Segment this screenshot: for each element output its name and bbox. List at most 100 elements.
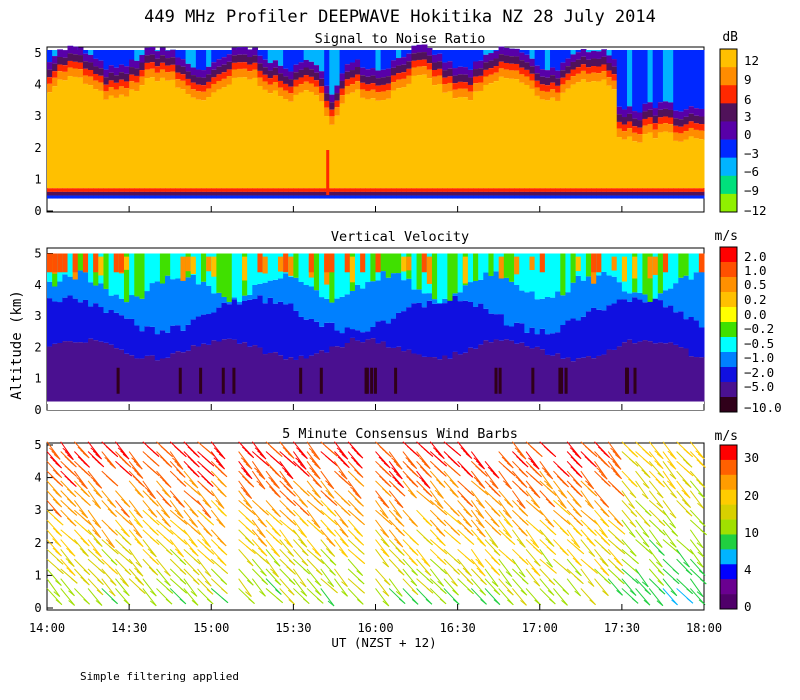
snr-cell <box>452 195 459 199</box>
snr-cell <box>57 188 63 192</box>
velocity-cell <box>693 357 700 402</box>
snr-cell <box>257 86 264 189</box>
velocity-cell <box>154 281 161 335</box>
wind-barb-flag <box>465 453 473 459</box>
velocity-cell <box>298 316 305 356</box>
snr-cell <box>678 191 684 196</box>
wind-barb-flag <box>700 529 707 536</box>
snr-cell <box>313 65 320 73</box>
wind-barb-flag <box>698 492 705 499</box>
wind-barb-flag <box>92 529 99 536</box>
wind-barb-flag <box>395 590 403 597</box>
velocity-cell <box>673 283 679 313</box>
wind-barb-flag <box>398 598 406 605</box>
wind-barb-flag <box>351 446 358 453</box>
velocity-cell <box>149 355 156 402</box>
snr-cell <box>698 188 705 192</box>
wind-barb-flag <box>55 511 62 518</box>
wind-barb-flag <box>670 590 678 597</box>
snr-cell <box>139 195 146 199</box>
wind-barb-flag <box>78 465 85 472</box>
velocity-cell <box>257 347 264 402</box>
wind-barb <box>429 490 444 509</box>
wind-barb-flag <box>299 463 307 470</box>
snr-cell <box>642 103 649 112</box>
snr-cell <box>308 191 315 196</box>
wind-barb-flag <box>629 590 637 596</box>
snr-cell <box>437 61 443 69</box>
wind-barb <box>238 460 253 480</box>
wind-barb-flag <box>108 566 116 572</box>
wind-barb-flag <box>530 460 538 467</box>
wind-barb <box>334 568 348 587</box>
velocity-cell <box>416 354 423 402</box>
velocity-cell <box>550 297 556 334</box>
snr-cell <box>416 195 423 199</box>
wind-barb-flag <box>298 498 306 505</box>
snr-cell <box>62 188 69 192</box>
velocity-cell <box>621 299 628 343</box>
snr-cell <box>344 64 351 72</box>
snr-cell <box>514 191 520 196</box>
wind-barb-flag <box>119 456 126 462</box>
wind-barb-flag <box>600 473 608 480</box>
snr-cell <box>360 188 366 192</box>
snr-cell <box>478 75 484 83</box>
wind-barb-flag <box>355 516 362 523</box>
velocity-cell <box>473 253 479 281</box>
snr-cell <box>319 78 325 87</box>
wind-barb-flag <box>213 457 221 464</box>
wind-barb-flag <box>558 489 565 496</box>
snr-cell <box>534 188 541 192</box>
snr-cell <box>62 65 69 72</box>
snr-cell <box>637 195 643 199</box>
wind-barb-flag <box>502 529 510 535</box>
snr-cell <box>329 50 335 95</box>
colorbar-swatch <box>720 564 737 580</box>
wind-barb-flag <box>490 518 498 525</box>
wind-barb-flag <box>381 459 388 466</box>
wind-barb <box>607 578 623 596</box>
snr-cell <box>683 124 690 132</box>
velocity-cell <box>488 313 495 343</box>
wind-barb <box>46 568 62 586</box>
wind-barb-flag <box>261 579 268 586</box>
wind-barb <box>662 500 677 519</box>
wind-barb-flag <box>462 450 470 456</box>
wind-barb-flag <box>475 465 482 472</box>
snr-cell <box>236 62 243 69</box>
velocity-cell <box>462 300 469 353</box>
wind-barb-flag <box>260 540 268 547</box>
velocity-cell <box>98 283 104 308</box>
wind-barb <box>662 519 679 537</box>
wind-barb-flag <box>254 467 261 474</box>
velocity-cell <box>47 281 53 299</box>
wind-barb-flag <box>176 469 183 475</box>
snr-cell <box>616 191 623 196</box>
wind-barb <box>621 519 636 538</box>
snr-cell <box>247 188 253 192</box>
velocity-cell <box>560 358 566 402</box>
snr-cell <box>380 77 387 85</box>
wind-barb-flag <box>240 467 248 473</box>
velocity-cell <box>529 327 536 349</box>
velocity-cell <box>113 312 120 349</box>
snr-cell <box>313 191 320 196</box>
velocity-cell <box>123 256 130 270</box>
wind-barb-flag <box>544 470 551 477</box>
wind-barb-flag <box>284 470 291 477</box>
wind-barb-flag <box>698 599 706 606</box>
snr-cell <box>514 79 520 189</box>
wind-barb <box>498 470 512 490</box>
wind-barb-flag <box>106 460 114 466</box>
velocity-cell <box>652 298 659 344</box>
wind-barb-flag <box>644 589 652 595</box>
snr-cell <box>298 69 305 78</box>
snr-cell <box>565 73 572 81</box>
wind-barb-flag <box>588 551 596 557</box>
wind-barb-flag <box>596 467 603 474</box>
wind-barb <box>197 558 212 577</box>
snr-cell <box>621 124 628 132</box>
snr-cell <box>113 97 120 189</box>
snr-cell <box>206 191 212 196</box>
